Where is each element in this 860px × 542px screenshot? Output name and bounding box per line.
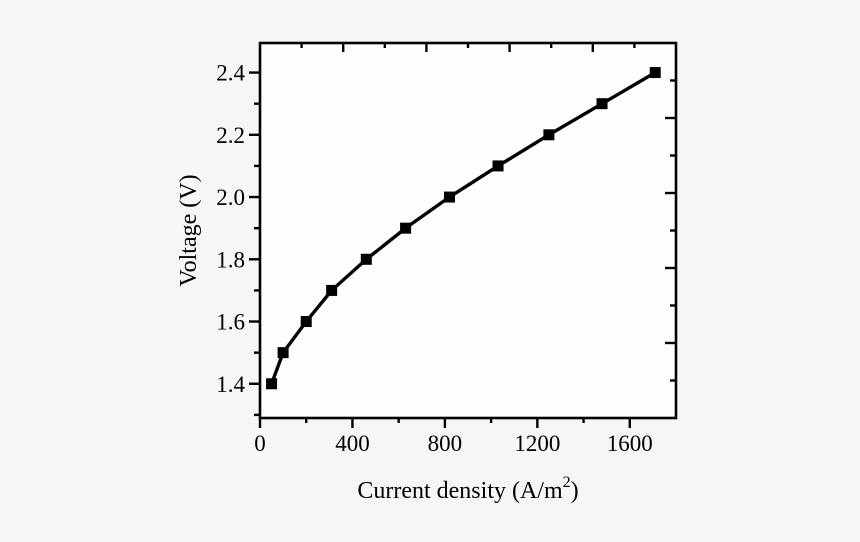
data-point-marker [277,347,289,359]
plot-area [260,43,676,418]
x-axis-label: Current density (A/m2) [357,474,578,504]
y-tick-label: 1.8 [216,247,245,272]
y-axis-tick-labels: 1.4 1.6 1.8 2.0 2.2 2.4 [216,61,245,397]
data-point-marker [444,191,456,203]
x-tick-label: 0 [254,431,266,456]
data-point-marker [596,98,608,110]
data-point-marker [360,253,372,265]
x-axis-label-text-end: ) [571,478,579,504]
y-tick-label: 2.4 [216,61,245,86]
data-point-marker [326,284,338,296]
data-point-marker [300,316,312,328]
data-point-marker [543,129,555,141]
y-tick-label: 2.2 [216,123,245,148]
x-axis-label-text: Current density (A/m [357,478,563,504]
y-tick-label: 2.0 [216,185,245,210]
data-point-marker [649,67,661,79]
x-tick-label: 400 [335,431,370,456]
data-point-marker [266,378,278,390]
data-series [266,67,661,390]
x-axis-tick-labels: 0 400 800 1200 1600 [254,431,653,456]
plot-frame [258,41,678,420]
x-tick-label: 1600 [607,431,653,456]
y-axis-label: Voltage (V) [176,174,202,286]
y-tick-label: 1.6 [216,310,245,335]
plot-frame-border [258,41,678,420]
data-point-marker [492,160,504,172]
x-tick-label: 800 [428,431,463,456]
data-point-marker [400,222,412,234]
y-tick-label: 1.4 [216,372,245,397]
x-axis-label-superscript: 2 [563,474,571,491]
x-tick-label: 1200 [514,431,560,456]
